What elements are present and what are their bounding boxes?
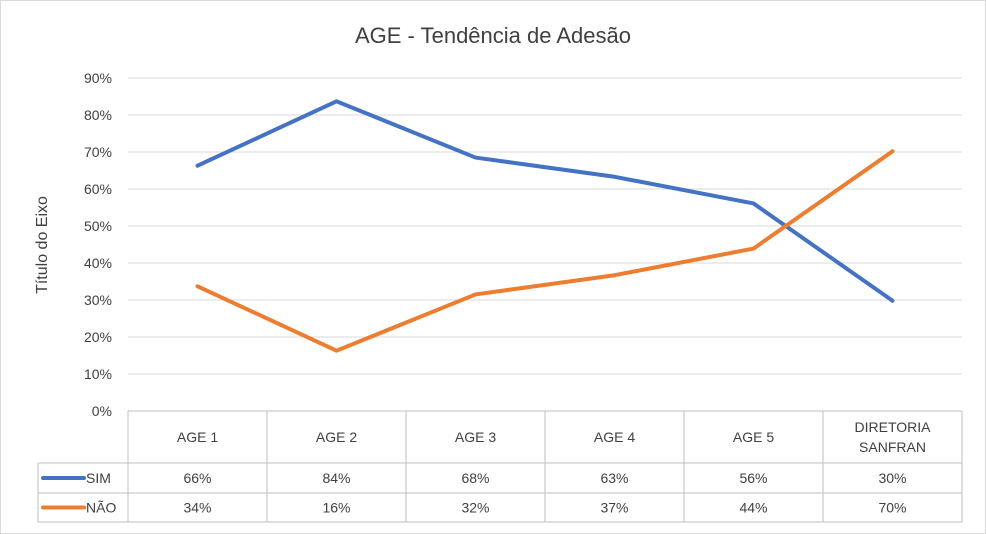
x-category-label: AGE 4 (594, 429, 635, 445)
data-table-value: 16% (322, 500, 350, 516)
y-axis-title: Título do Eixo (34, 196, 51, 294)
x-category-label: DIRETORIA (855, 419, 932, 435)
y-tick-label: 90% (84, 70, 112, 86)
x-category-label: AGE 3 (455, 429, 496, 445)
legend-label: NÃO (86, 500, 116, 516)
legend-label: SIM (86, 470, 111, 486)
x-category-label: AGE 2 (316, 429, 357, 445)
y-tick-label: 20% (84, 329, 112, 345)
series-line-sim (195, 99, 895, 303)
data-table-value: 56% (739, 470, 767, 486)
x-category-label: AGE 5 (733, 429, 774, 445)
y-tick-label: 0% (92, 403, 112, 419)
data-table-value: 37% (600, 500, 628, 516)
data-table-value: 34% (183, 500, 211, 516)
x-category-label: AGE 1 (177, 429, 218, 445)
y-tick-label: 70% (84, 144, 112, 160)
data-table-value: 66% (183, 470, 211, 486)
y-tick-label: 50% (84, 218, 112, 234)
y-tick-label: 80% (84, 107, 112, 123)
data-table-value: 68% (461, 470, 489, 486)
data-table-value: 84% (322, 470, 350, 486)
data-table-value: 70% (878, 500, 906, 516)
series-line-nao (195, 149, 895, 353)
x-category-label: SANFRAN (859, 439, 926, 455)
data-table-value: 32% (461, 500, 489, 516)
y-tick-label: 40% (84, 255, 112, 271)
chart-title: AGE - Tendência de Adesão (355, 23, 631, 48)
y-tick-label: 30% (84, 292, 112, 308)
data-table-value: 63% (600, 470, 628, 486)
y-tick-label: 10% (84, 366, 112, 382)
y-tick-label: 60% (84, 181, 112, 197)
data-table-value: 44% (739, 500, 767, 516)
data-table-value: 30% (878, 470, 906, 486)
